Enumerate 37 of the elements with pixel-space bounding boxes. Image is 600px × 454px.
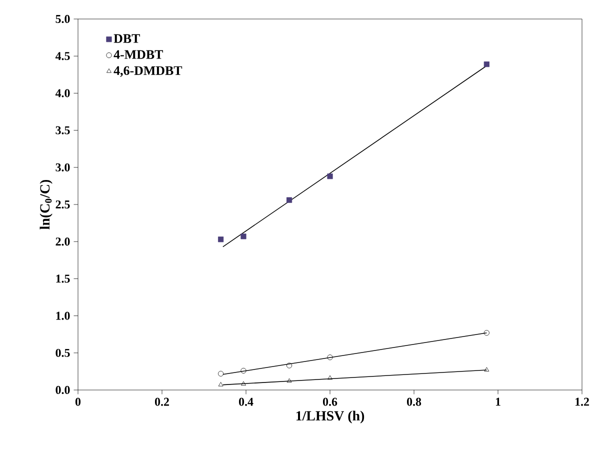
legend-label: 4-MDBT — [114, 50, 164, 59]
x-tick-label: 0.6 — [322, 398, 338, 406]
point — [328, 375, 332, 380]
point — [484, 330, 490, 336]
x-axis-title: 1/LHSV (h) — [296, 410, 364, 424]
y-tick-label: 0.5 — [56, 348, 70, 357]
point — [286, 378, 292, 383]
point — [484, 61, 490, 68]
y-axis-title: ln(C$_{0}$/C) — [40, 180, 52, 230]
x-tick-label: 0 — [75, 398, 81, 406]
x-tick-label: 1.2 — [575, 398, 589, 406]
point — [218, 236, 224, 242]
y-tick-label: 0.0 — [56, 386, 70, 394]
point — [218, 382, 224, 386]
y-tick-label: 1.0 — [56, 312, 70, 320]
y-tick-label: 4.5 — [55, 52, 70, 60]
point — [240, 368, 246, 374]
point — [327, 174, 333, 180]
y-tick-label: 5.0 — [56, 14, 70, 24]
y-tick-label: 2.0 — [56, 238, 70, 246]
y-tick-label: 3.0 — [56, 163, 70, 172]
legend-label: 4,6-DMDBT — [114, 66, 182, 77]
point — [286, 362, 292, 368]
point — [240, 234, 246, 240]
point — [327, 354, 333, 360]
x-tick-label: 0.8 — [406, 398, 422, 406]
x-tick-label: 1 — [496, 398, 500, 406]
y-tick-label: 2.5 — [56, 200, 70, 209]
point — [484, 367, 490, 372]
x-tick-label: 0.4 — [238, 398, 254, 406]
point — [286, 197, 292, 203]
x-tick-label: 0.2 — [154, 398, 169, 406]
y-tick-label: 3.5 — [56, 126, 70, 134]
legend-label: DBT — [114, 34, 140, 43]
y-tick-label: 1.5 — [56, 274, 70, 283]
point — [241, 381, 246, 386]
y-tick-label: 4.0 — [55, 89, 70, 98]
